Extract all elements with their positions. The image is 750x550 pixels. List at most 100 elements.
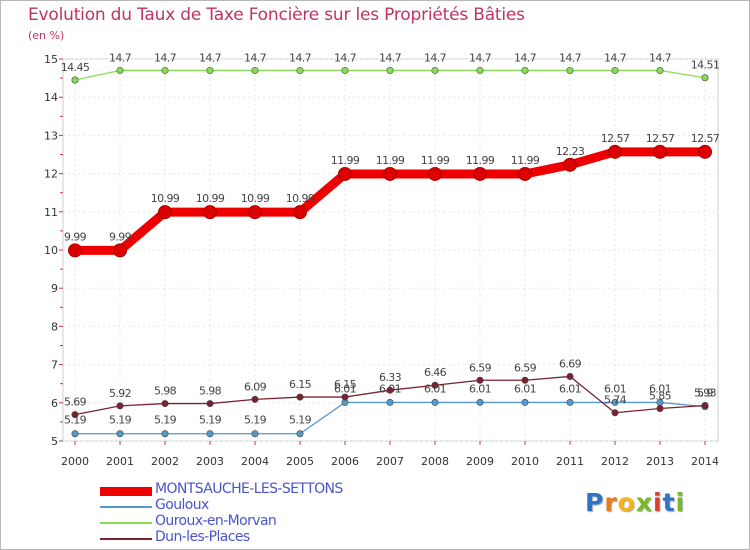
data-label: 9.99	[64, 230, 87, 243]
data-label: 11.99	[376, 154, 405, 167]
data-label: 11.99	[466, 154, 495, 167]
y-tick-label: 14	[44, 91, 58, 104]
data-point	[116, 402, 124, 410]
proxiti-logo: Proxiti	[585, 488, 685, 517]
data-point	[203, 205, 217, 220]
data-label: 6.09	[244, 380, 267, 393]
data-point	[521, 376, 529, 384]
data-point	[383, 166, 397, 181]
x-tick-label: 2008	[421, 455, 449, 468]
data-label: 14.7	[109, 51, 132, 64]
data-point	[521, 66, 529, 74]
data-point	[611, 66, 619, 74]
data-label: 14.7	[514, 51, 537, 64]
legend-label: Ouroux-en-Morvan	[155, 513, 277, 529]
data-label: 5.98	[199, 385, 222, 398]
data-label: 14.45	[61, 61, 90, 74]
data-label: 14.7	[244, 51, 267, 64]
data-label: 6.15	[289, 378, 312, 391]
data-label: 5.74	[604, 394, 627, 407]
logo-letter: x	[635, 488, 653, 517]
legend-item: Dun-les-Places	[100, 529, 430, 547]
y-tick-label: 7	[51, 359, 58, 372]
data-point	[248, 205, 262, 220]
data-label: 14.7	[289, 51, 312, 64]
data-point	[476, 376, 484, 384]
x-tick-label: 2007	[376, 455, 404, 468]
data-label: 5.92	[109, 387, 131, 400]
data-label: 10.99	[196, 192, 225, 205]
data-point	[341, 393, 349, 401]
data-label: 6.01	[334, 382, 356, 395]
logo-letter: t	[662, 488, 676, 517]
data-label: 11.99	[421, 154, 450, 167]
data-point	[518, 166, 532, 181]
data-point	[431, 381, 439, 389]
data-point	[296, 393, 304, 401]
data-point	[566, 398, 574, 406]
data-point	[206, 400, 214, 408]
data-point	[431, 398, 439, 406]
data-point	[341, 66, 349, 74]
legend-label: Gouloux	[155, 497, 209, 513]
data-label: 5.19	[109, 414, 132, 427]
x-tick-label: 2005	[286, 455, 314, 468]
data-point	[206, 66, 214, 74]
x-tick-label: 2004	[241, 455, 269, 468]
data-label: 5.93	[694, 386, 717, 399]
data-point	[293, 205, 307, 220]
legend-swatch	[100, 522, 152, 524]
y-tick-label: 15	[44, 53, 58, 66]
data-point	[71, 411, 79, 419]
data-point	[386, 386, 394, 394]
data-label: 5.9	[697, 387, 713, 400]
data-label: 6.46	[424, 366, 447, 379]
y-tick-label: 11	[44, 206, 58, 219]
legend-item: Ouroux-en-Morvan	[100, 513, 430, 531]
logo-letter: P	[585, 488, 605, 517]
data-point	[521, 398, 529, 406]
data-point	[116, 66, 124, 74]
data-label: 10.99	[241, 192, 270, 205]
data-label: 5.19	[154, 414, 177, 427]
data-label: 14.7	[604, 51, 627, 64]
data-point	[701, 74, 709, 82]
data-point	[653, 144, 667, 159]
legend-item: MONTSAUCHE-LES-SETTONS	[100, 481, 430, 499]
data-label: 14.7	[649, 51, 672, 64]
data-label: 14.7	[154, 51, 177, 64]
data-label: 14.7	[424, 51, 447, 64]
data-point	[656, 405, 664, 413]
data-point	[296, 66, 304, 74]
data-point	[656, 66, 664, 74]
data-label: 11.99	[331, 154, 360, 167]
data-point	[206, 430, 214, 438]
data-label: 6.01	[559, 382, 581, 395]
logo-letter: i	[675, 488, 686, 517]
data-point	[608, 144, 622, 159]
data-label: 14.7	[334, 51, 357, 64]
data-label: 6.33	[379, 371, 402, 384]
data-label: 9.99	[109, 230, 132, 243]
data-point	[476, 66, 484, 74]
data-label: 14.7	[559, 51, 582, 64]
data-label: 6.01	[604, 382, 626, 395]
data-point	[431, 66, 439, 74]
data-label: 12.57	[601, 132, 630, 145]
x-tick-label: 2003	[196, 455, 224, 468]
data-point	[428, 166, 442, 181]
data-label: 12.23	[556, 145, 585, 158]
data-label: 6.01	[469, 382, 491, 395]
y-tick-label: 12	[44, 168, 58, 181]
data-point	[386, 66, 394, 74]
data-label: 5.85	[649, 390, 672, 403]
data-label: 10.99	[151, 192, 180, 205]
data-label: 5.69	[64, 396, 87, 409]
data-point	[611, 398, 619, 406]
x-tick-label: 2006	[331, 455, 359, 468]
data-label: 5.98	[154, 385, 177, 398]
x-tick-label: 2001	[106, 455, 134, 468]
data-label: 14.7	[469, 51, 492, 64]
x-tick-label: 2011	[556, 455, 584, 468]
x-tick-label: 2000	[61, 455, 89, 468]
